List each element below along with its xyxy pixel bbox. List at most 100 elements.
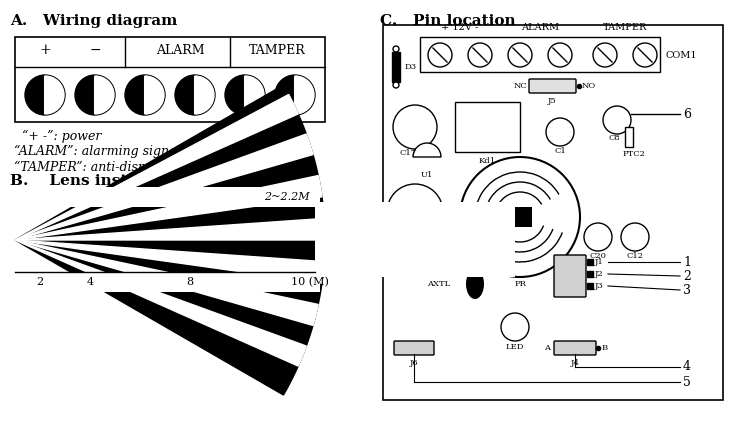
Text: C12: C12	[626, 252, 644, 260]
Text: ALARM: ALARM	[521, 23, 559, 32]
Text: C22: C22	[400, 240, 416, 248]
Bar	[455, 102, 520, 152]
Wedge shape	[95, 76, 114, 114]
Circle shape	[25, 75, 65, 115]
Circle shape	[428, 43, 452, 67]
Text: +: +	[39, 43, 51, 57]
Circle shape	[225, 75, 265, 115]
Wedge shape	[413, 143, 441, 157]
Text: ALARM: ALARM	[156, 43, 204, 57]
Text: B: B	[602, 344, 608, 352]
Text: J6: J6	[410, 359, 419, 367]
Circle shape	[387, 184, 443, 240]
Bar	[15, 37, 325, 122]
Polygon shape	[15, 95, 298, 240]
Text: D3: D3	[405, 63, 417, 71]
Text: COM1: COM1	[665, 51, 697, 60]
Text: 2: 2	[37, 277, 44, 287]
Circle shape	[501, 313, 529, 341]
Polygon shape	[15, 134, 313, 240]
Bar	[625, 127, 633, 147]
Text: C.   Pin location: C. Pin location	[380, 14, 516, 28]
Text: J2: J2	[595, 270, 604, 278]
Polygon shape	[15, 240, 306, 366]
Text: C1: C1	[554, 147, 566, 155]
Ellipse shape	[466, 269, 484, 299]
Text: A: A	[544, 344, 550, 352]
Wedge shape	[45, 76, 64, 114]
Circle shape	[546, 118, 574, 146]
Text: −: −	[89, 43, 101, 57]
Text: LED: LED	[506, 343, 524, 351]
Text: C17: C17	[400, 149, 416, 157]
Bar	[587, 283, 593, 289]
Circle shape	[548, 43, 572, 67]
Bar	[587, 271, 593, 277]
Text: AXTL: AXTL	[427, 280, 450, 288]
Text: Kd1: Kd1	[478, 157, 496, 165]
Text: 1: 1	[683, 255, 691, 268]
Text: “ALARM”: alarming signal: “ALARM”: alarming signal	[14, 145, 181, 158]
Circle shape	[393, 46, 399, 52]
Circle shape	[125, 75, 165, 115]
Text: TAMPER: TAMPER	[248, 43, 305, 57]
Polygon shape	[15, 176, 322, 240]
Text: “TAMPER”: anti-dismantle, NC: “TAMPER”: anti-dismantle, NC	[14, 161, 210, 174]
Text: PTC2: PTC2	[623, 150, 646, 158]
Text: 5: 5	[683, 376, 691, 389]
Text: U1: U1	[421, 171, 434, 179]
Text: C8: C8	[608, 134, 619, 142]
Circle shape	[603, 106, 631, 134]
Circle shape	[593, 43, 617, 67]
FancyBboxPatch shape	[554, 255, 586, 297]
Circle shape	[468, 43, 492, 67]
Wedge shape	[295, 76, 314, 114]
Text: C20: C20	[590, 252, 607, 260]
Text: 2: 2	[683, 270, 691, 282]
FancyBboxPatch shape	[394, 341, 434, 355]
Circle shape	[633, 43, 657, 67]
Text: 2~2.2M: 2~2.2M	[264, 192, 310, 202]
Circle shape	[175, 75, 215, 115]
Circle shape	[75, 75, 115, 115]
Circle shape	[460, 157, 580, 277]
Text: PR: PR	[514, 280, 526, 288]
Text: J5: J5	[548, 97, 556, 105]
Bar	[15, 187, 320, 207]
Bar	[15, 272, 320, 292]
FancyBboxPatch shape	[554, 341, 596, 355]
Text: J1: J1	[595, 258, 604, 266]
Bar	[420, 37, 660, 72]
Text: 3: 3	[683, 284, 691, 297]
Circle shape	[508, 43, 532, 67]
Bar	[383, 25, 723, 400]
Text: + 12V -: + 12V -	[441, 23, 479, 32]
Polygon shape	[15, 240, 324, 283]
Wedge shape	[195, 76, 214, 114]
Text: “+ -”: power: “+ -”: power	[22, 130, 101, 143]
Circle shape	[393, 105, 437, 149]
Polygon shape	[15, 240, 318, 325]
Text: 4: 4	[86, 277, 94, 287]
Bar	[315, 202, 515, 277]
Bar	[587, 259, 593, 265]
Polygon shape	[15, 85, 325, 395]
Text: TAMPER: TAMPER	[603, 23, 647, 32]
Circle shape	[275, 75, 315, 115]
Circle shape	[621, 223, 649, 251]
Bar	[392, 52, 400, 82]
Text: NO: NO	[582, 82, 596, 90]
Bar	[508, 207, 532, 227]
Text: B.    Lens instruction: B. Lens instruction	[10, 174, 190, 188]
Text: A.   Wiring diagram: A. Wiring diagram	[10, 14, 177, 28]
Wedge shape	[145, 76, 164, 114]
Text: J4: J4	[571, 359, 580, 367]
Circle shape	[584, 223, 612, 251]
Circle shape	[393, 82, 399, 88]
Text: 4: 4	[683, 360, 691, 373]
Polygon shape	[15, 218, 325, 240]
Wedge shape	[245, 76, 264, 114]
Text: NC: NC	[513, 82, 527, 90]
Text: 6: 6	[683, 108, 691, 121]
FancyBboxPatch shape	[529, 79, 576, 93]
